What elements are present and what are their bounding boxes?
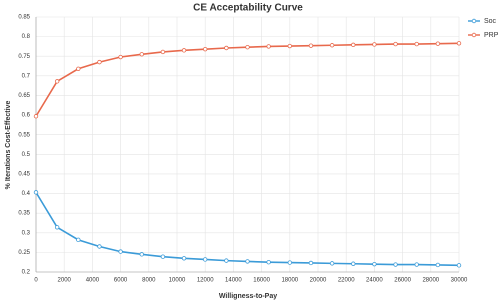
data-point (393, 41, 398, 47)
y-tick-label: 0.5 (22, 152, 31, 158)
x-tick-label: 8000 (142, 278, 156, 284)
data-point (202, 257, 208, 262)
data-point (202, 46, 208, 52)
y-tick-label: 0.4 (22, 191, 31, 197)
data-point (224, 45, 229, 51)
data-point (181, 256, 187, 261)
data-point (97, 59, 102, 65)
data-point (245, 259, 250, 264)
x-axis-label: Willigness-to-Pay (219, 293, 277, 300)
data-point (224, 258, 229, 263)
data-point (435, 262, 441, 268)
legend-marker (471, 32, 477, 38)
x-tick-label: 12000 (197, 278, 214, 284)
data-point (287, 260, 292, 265)
data-point (393, 262, 398, 267)
y-tick-label: 0.8 (22, 34, 31, 40)
data-point (33, 114, 39, 119)
data-point (372, 42, 377, 47)
y-tick-label: 0.2 (22, 270, 31, 276)
x-tick-label: 2000 (58, 278, 72, 284)
data-point (308, 43, 314, 48)
data-point (54, 79, 60, 84)
y-tick-label: 0.55 (18, 132, 30, 138)
x-tick-label: 22000 (338, 278, 355, 284)
x-tick-label: 0 (34, 278, 38, 284)
y-tick-label: 0.65 (18, 93, 30, 99)
data-point (97, 244, 102, 249)
y-tick-label: 0.45 (18, 172, 30, 178)
x-tick-label: 10000 (169, 278, 186, 284)
x-tick-label: 24000 (366, 278, 383, 284)
data-point (118, 249, 123, 254)
y-tick-label: 0.75 (18, 54, 30, 60)
data-point (245, 45, 250, 50)
data-point (308, 260, 314, 266)
x-tick-label: 14000 (225, 278, 242, 284)
data-point (160, 254, 166, 259)
data-point (181, 48, 187, 53)
data-point (351, 261, 356, 266)
y-tick-label: 0.3 (22, 230, 31, 236)
data-point (329, 43, 335, 48)
data-point (456, 41, 462, 46)
data-point (139, 252, 144, 257)
x-tick-label: 4000 (86, 278, 100, 284)
legend-label: Soc (484, 18, 497, 25)
data-point (160, 49, 166, 55)
data-point (414, 262, 419, 267)
y-axis-label: % Iterations Cost-Effective (5, 101, 12, 190)
data-point (54, 225, 60, 230)
x-tick-label: 28000 (422, 278, 439, 284)
data-point (372, 261, 377, 267)
y-tick-label: 0.85 (18, 15, 30, 21)
y-tick-label: 0.25 (18, 250, 30, 256)
x-tick-label: 26000 (394, 278, 411, 284)
y-tick-label: 0.7 (22, 73, 31, 79)
x-tick-label: 16000 (253, 278, 270, 284)
data-point (139, 52, 144, 57)
y-tick-label: 0.35 (18, 211, 30, 217)
x-tick-label: 6000 (114, 278, 128, 284)
data-point (33, 190, 39, 195)
chart-title: CE Acceptability Curve (193, 3, 303, 14)
series-line (35, 42, 460, 117)
data-point (414, 41, 419, 47)
data-point (456, 263, 462, 268)
legend-label: PRP (484, 32, 499, 39)
x-tick-label: 18000 (281, 278, 298, 284)
data-point (266, 44, 271, 49)
x-tick-label: 20000 (310, 278, 327, 284)
data-point (266, 259, 271, 265)
data-point (435, 41, 441, 46)
data-point (329, 261, 335, 266)
y-tick-label: 0.6 (22, 113, 31, 119)
data-point (76, 66, 81, 71)
x-tick-label: 30000 (451, 278, 468, 284)
series-line (35, 191, 460, 267)
data-point (287, 43, 292, 49)
data-point (118, 54, 123, 60)
data-point (76, 237, 81, 243)
data-point (351, 42, 356, 48)
legend-marker (471, 18, 477, 24)
